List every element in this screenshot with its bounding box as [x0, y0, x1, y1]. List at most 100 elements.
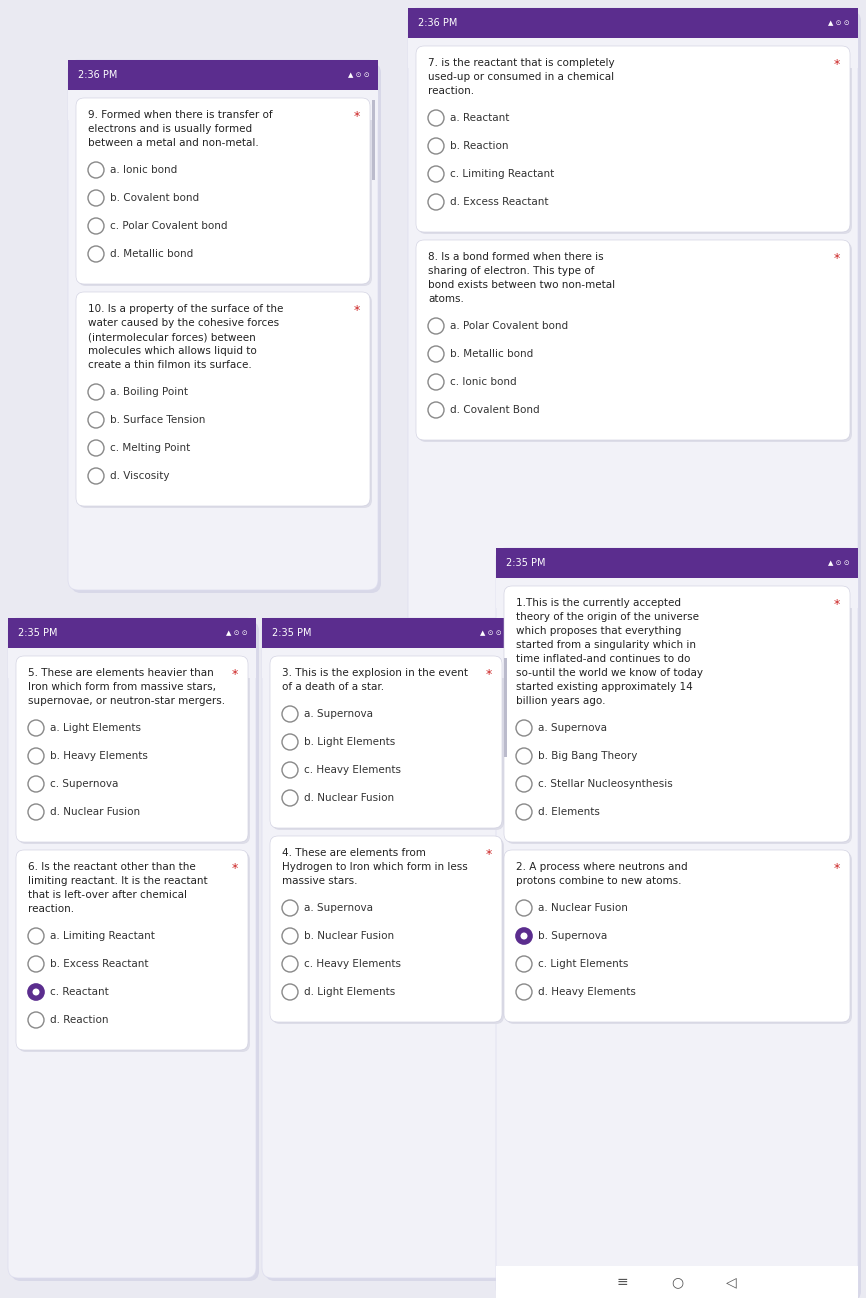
- Text: d. Nuclear Fusion: d. Nuclear Fusion: [50, 807, 140, 816]
- Text: c. Heavy Elements: c. Heavy Elements: [304, 765, 401, 775]
- Bar: [496, 578, 858, 607]
- Text: ≡: ≡: [617, 1275, 629, 1289]
- Text: c. Light Elements: c. Light Elements: [538, 959, 629, 970]
- FancyBboxPatch shape: [416, 45, 850, 232]
- Text: c. Polar Covalent bond: c. Polar Covalent bond: [110, 221, 228, 231]
- Text: *: *: [834, 252, 840, 265]
- Text: 7. is the reactant that is completely: 7. is the reactant that is completely: [428, 58, 615, 67]
- Text: 8. Is a bond formed when there is: 8. Is a bond formed when there is: [428, 252, 604, 262]
- Bar: [504, 658, 507, 757]
- FancyBboxPatch shape: [71, 64, 381, 593]
- Circle shape: [516, 928, 532, 944]
- Text: reaction.: reaction.: [428, 86, 474, 96]
- Bar: [408, 38, 858, 67]
- Text: *: *: [232, 668, 238, 681]
- Text: d. Elements: d. Elements: [538, 807, 600, 816]
- Circle shape: [282, 733, 298, 750]
- Text: a. Supernova: a. Supernova: [304, 903, 373, 912]
- Text: 2:36 PM: 2:36 PM: [418, 18, 457, 29]
- Bar: [262, 618, 510, 648]
- Circle shape: [282, 706, 298, 722]
- FancyBboxPatch shape: [504, 850, 850, 1022]
- Text: 4. These are elements from: 4. These are elements from: [282, 848, 426, 858]
- Circle shape: [516, 776, 532, 792]
- Text: 2. A process where neutrons and: 2. A process where neutrons and: [516, 862, 688, 872]
- Circle shape: [428, 318, 444, 334]
- Text: 9. Formed when there is transfer of: 9. Formed when there is transfer of: [88, 110, 273, 119]
- Text: started from a singularity which in: started from a singularity which in: [516, 640, 696, 650]
- Circle shape: [88, 247, 104, 262]
- Bar: [262, 648, 510, 678]
- Text: *: *: [834, 598, 840, 611]
- Text: *: *: [486, 848, 492, 861]
- Circle shape: [516, 984, 532, 999]
- Bar: [68, 90, 378, 119]
- Text: water caused by the cohesive forces: water caused by the cohesive forces: [88, 318, 279, 328]
- Text: d. Heavy Elements: d. Heavy Elements: [538, 986, 636, 997]
- Circle shape: [282, 984, 298, 999]
- FancyBboxPatch shape: [8, 618, 256, 1279]
- Circle shape: [520, 932, 527, 940]
- Text: ○: ○: [671, 1275, 683, 1289]
- Text: c. Stellar Nucleosynthesis: c. Stellar Nucleosynthesis: [538, 779, 673, 789]
- FancyBboxPatch shape: [68, 60, 378, 591]
- FancyBboxPatch shape: [408, 8, 858, 67]
- Text: b. Heavy Elements: b. Heavy Elements: [50, 752, 148, 761]
- Text: electrons and is usually formed: electrons and is usually formed: [88, 125, 252, 134]
- FancyBboxPatch shape: [76, 292, 370, 506]
- Circle shape: [28, 720, 44, 736]
- FancyBboxPatch shape: [262, 618, 510, 1279]
- FancyBboxPatch shape: [262, 618, 510, 678]
- FancyBboxPatch shape: [68, 60, 378, 119]
- Text: ▲ ⊙ ⊙: ▲ ⊙ ⊙: [829, 559, 850, 566]
- Text: ▲ ⊙ ⊙: ▲ ⊙ ⊙: [348, 71, 370, 78]
- FancyBboxPatch shape: [504, 585, 850, 842]
- FancyBboxPatch shape: [506, 588, 852, 844]
- Circle shape: [428, 193, 444, 210]
- Text: b. Surface Tension: b. Surface Tension: [110, 415, 205, 424]
- Text: 1.This is the currently accepted: 1.This is the currently accepted: [516, 598, 681, 607]
- Circle shape: [88, 384, 104, 400]
- Text: started existing approximately 14: started existing approximately 14: [516, 681, 693, 692]
- Bar: [496, 1266, 858, 1298]
- Text: b. Light Elements: b. Light Elements: [304, 737, 395, 748]
- Circle shape: [282, 762, 298, 778]
- Text: c. Heavy Elements: c. Heavy Elements: [304, 959, 401, 970]
- Text: d. Metallic bond: d. Metallic bond: [110, 249, 193, 260]
- Text: b. Big Bang Theory: b. Big Bang Theory: [538, 752, 637, 761]
- Text: 3. This is the explosion in the event: 3. This is the explosion in the event: [282, 668, 468, 678]
- FancyBboxPatch shape: [265, 620, 513, 1281]
- Circle shape: [28, 776, 44, 792]
- Text: d. Covalent Bond: d. Covalent Bond: [450, 405, 540, 415]
- Text: molecules which allows liquid to: molecules which allows liquid to: [88, 347, 256, 356]
- Text: sharing of electron. This type of: sharing of electron. This type of: [428, 266, 594, 276]
- FancyBboxPatch shape: [16, 655, 248, 842]
- Text: 2:36 PM: 2:36 PM: [78, 70, 118, 80]
- Text: reaction.: reaction.: [28, 903, 74, 914]
- Text: time inflated-and continues to do: time inflated-and continues to do: [516, 654, 690, 665]
- Circle shape: [33, 989, 40, 996]
- FancyBboxPatch shape: [418, 241, 852, 443]
- Circle shape: [282, 928, 298, 944]
- Text: ◁: ◁: [726, 1275, 737, 1289]
- Text: d. Light Elements: d. Light Elements: [304, 986, 395, 997]
- Bar: [408, 8, 858, 38]
- Text: a. Light Elements: a. Light Elements: [50, 723, 141, 733]
- Text: 6. Is the reactant other than the: 6. Is the reactant other than the: [28, 862, 196, 872]
- Circle shape: [28, 1012, 44, 1028]
- Text: *: *: [834, 58, 840, 71]
- Text: d. Viscosity: d. Viscosity: [110, 471, 170, 482]
- Text: theory of the origin of the universe: theory of the origin of the universe: [516, 611, 699, 622]
- Bar: [8, 648, 256, 678]
- Text: *: *: [232, 862, 238, 875]
- Text: so-until the world we know of today: so-until the world we know of today: [516, 668, 703, 678]
- Text: *: *: [834, 862, 840, 875]
- Text: a. Boiling Point: a. Boiling Point: [110, 387, 188, 397]
- FancyBboxPatch shape: [76, 99, 370, 284]
- FancyBboxPatch shape: [11, 620, 259, 1281]
- Bar: [68, 60, 378, 90]
- Text: limiting reactant. It is the reactant: limiting reactant. It is the reactant: [28, 876, 208, 887]
- FancyBboxPatch shape: [272, 839, 504, 1024]
- Text: a. Nuclear Fusion: a. Nuclear Fusion: [538, 903, 628, 912]
- Circle shape: [28, 957, 44, 972]
